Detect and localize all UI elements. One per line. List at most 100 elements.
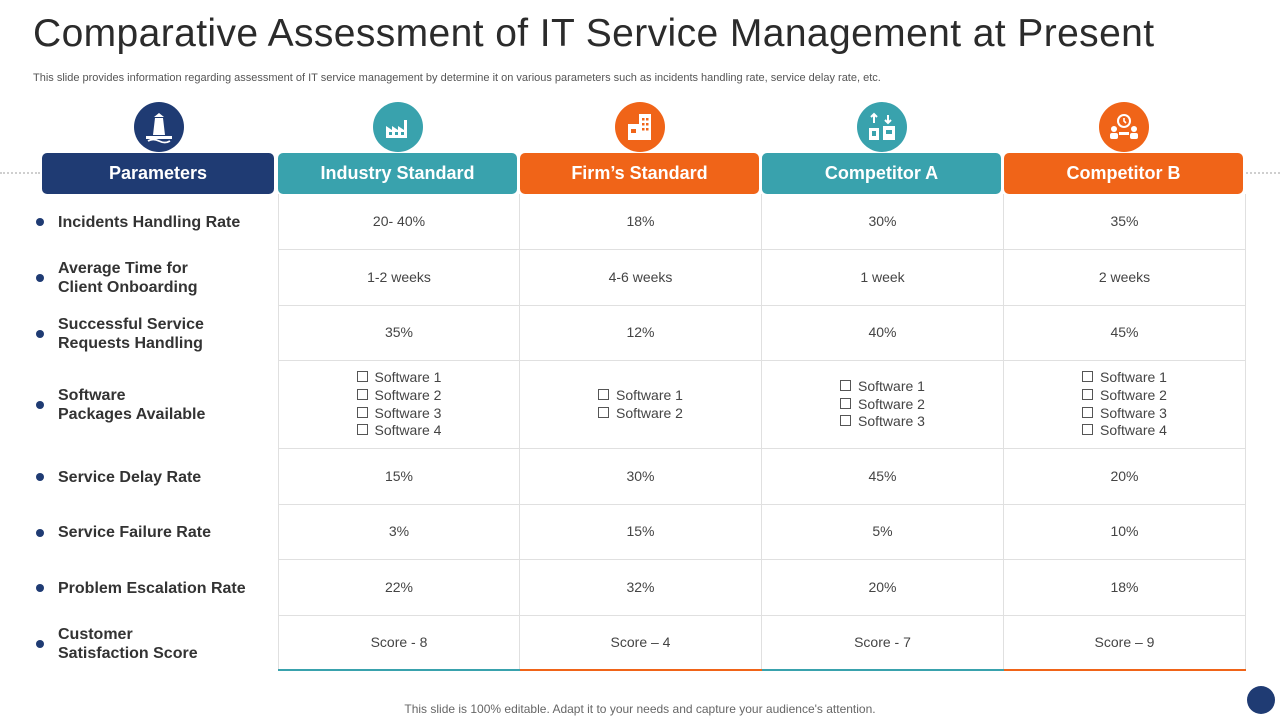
cell-value: 1-2 weeks <box>367 268 431 285</box>
table-cell: 3% <box>278 505 520 560</box>
cell-value: 4-6 weeks <box>608 268 673 285</box>
column-bottom-rule <box>1004 669 1246 671</box>
software-list-item: Software 3 <box>356 404 442 423</box>
software-name: Software 1 <box>616 386 683 403</box>
parameter-label: Service Delay Rate <box>58 468 202 486</box>
parameter-label: Successful Service Requests Handling <box>58 315 204 352</box>
checkbox-icon <box>598 388 610 400</box>
cell-value: 15% <box>384 467 414 484</box>
page-title: Comparative Assessment of IT Service Man… <box>33 12 1155 55</box>
cell-value: 18% <box>626 212 655 229</box>
cell-value: 5% <box>872 523 893 539</box>
table-cell: Score – 4 <box>520 616 762 671</box>
table-cell: 20- 40% <box>278 194 520 250</box>
table-cell: 32% <box>520 560 762 616</box>
software-list-item: Software 1 <box>1082 369 1167 387</box>
cell-value: Score – 4 <box>610 634 671 650</box>
cell-value: 35% <box>384 324 414 340</box>
software-list-item: Software 1 <box>356 369 442 387</box>
table-cell: 20% <box>1004 449 1246 505</box>
software-name: Software 2 <box>374 386 442 403</box>
cell-value: 1 week <box>860 268 905 285</box>
cell-value: 20- 40% <box>372 212 426 229</box>
table-cell: Score - 7 <box>762 616 1004 671</box>
cell-value: Score - 8 <box>370 634 428 650</box>
parameter-label: Customer Satisfaction Score <box>58 625 198 662</box>
table-cell: 15% <box>278 449 520 505</box>
software-name: Software 1 <box>858 377 925 394</box>
table-cell: 45% <box>762 449 1004 505</box>
checkbox-icon <box>840 397 852 409</box>
cell-value: 45% <box>1110 324 1139 340</box>
cell-value: Score – 9 <box>1094 634 1155 650</box>
meeting-icon <box>1099 102 1149 152</box>
cell-value: 30% <box>626 467 655 484</box>
cell-value: 40% <box>868 324 897 340</box>
software-name: Software 1 <box>374 369 442 386</box>
software-name: Software 3 <box>1100 404 1167 421</box>
software-list: Software 1 Software 2 Software 3 Software 4 <box>356 369 442 440</box>
software-list: Software 1 Software 2 <box>598 387 683 422</box>
software-name: Software 3 <box>374 404 442 421</box>
table-cell: Score - 8 <box>278 616 520 671</box>
parameter-bullet <box>36 274 44 282</box>
store-icon <box>857 102 907 152</box>
column-header-3: Competitor A <box>762 153 1001 194</box>
column-bottom-rule <box>278 669 520 671</box>
checkbox-icon <box>1082 371 1094 383</box>
parameter-label: Service Failure Rate <box>58 524 211 541</box>
cell-value: 32% <box>626 578 655 595</box>
table-cell: 18% <box>1004 560 1246 616</box>
page-subtitle: This slide provides information regardin… <box>33 72 881 84</box>
software-list-item: Software 3 <box>840 413 925 431</box>
checkbox-icon <box>356 424 368 436</box>
parameter-label: Problem Escalation Rate <box>58 579 246 597</box>
cell-value: 18% <box>1110 578 1139 595</box>
table-cell: Software 1 Software 2 <box>520 361 762 449</box>
table-cell: 45% <box>1004 306 1246 361</box>
software-list-item: Software 2 <box>840 396 925 414</box>
parameter-bullet <box>36 528 44 537</box>
software-list-item: Software 2 <box>1082 387 1167 405</box>
table-cell: 1 week <box>762 250 1004 306</box>
dotted-divider-left <box>0 172 40 174</box>
table-cell: 2 weeks <box>1004 250 1246 306</box>
parameter-bullet <box>36 473 44 481</box>
lighthouse-icon <box>134 102 184 152</box>
office-building-icon <box>615 102 665 152</box>
table-cell: 18% <box>520 194 762 250</box>
table-cell: Score – 9 <box>1004 616 1246 671</box>
checkbox-icon <box>840 415 852 427</box>
software-name: Software 2 <box>616 404 683 421</box>
parameter-bullet <box>36 218 44 226</box>
checkbox-icon <box>1082 424 1094 436</box>
software-name: Software 3 <box>858 413 925 430</box>
column-bottom-rule <box>762 669 1004 671</box>
software-list-item: Software 1 <box>840 378 925 396</box>
table-cell: Software 1 Software 2 Software 3 Software 4 <box>278 361 520 449</box>
cell-value: 20% <box>1110 467 1139 484</box>
checkbox-icon <box>1082 406 1094 418</box>
cell-value: 15% <box>626 523 655 539</box>
column-header-parameters: Parameters <box>42 153 274 194</box>
table-cell: 12% <box>520 306 762 361</box>
cell-value: 22% <box>384 578 414 595</box>
software-list-item: Software 2 <box>356 386 442 405</box>
parameter-label: Average Time for Client Onboarding <box>58 260 198 296</box>
table-cell: 40% <box>762 306 1004 361</box>
parameter-bullet <box>36 329 44 338</box>
table-cell: 5% <box>762 505 1004 560</box>
checkbox-icon <box>1082 388 1094 400</box>
cell-value: 20% <box>868 578 897 595</box>
checkbox-icon <box>598 406 610 418</box>
software-name: Software 2 <box>858 395 925 412</box>
parameter-label: Incidents Handling Rate <box>58 213 241 231</box>
parameter-bullet <box>36 639 44 648</box>
checkbox-icon <box>840 379 852 391</box>
table-cell: 30% <box>520 449 762 505</box>
table-cell: 4-6 weeks <box>520 250 762 306</box>
software-name: Software 4 <box>1100 422 1167 439</box>
cell-value: 3% <box>388 523 410 539</box>
corner-dot <box>1247 686 1275 714</box>
footer-note: This slide is 100% editable. Adapt it to… <box>404 702 876 716</box>
